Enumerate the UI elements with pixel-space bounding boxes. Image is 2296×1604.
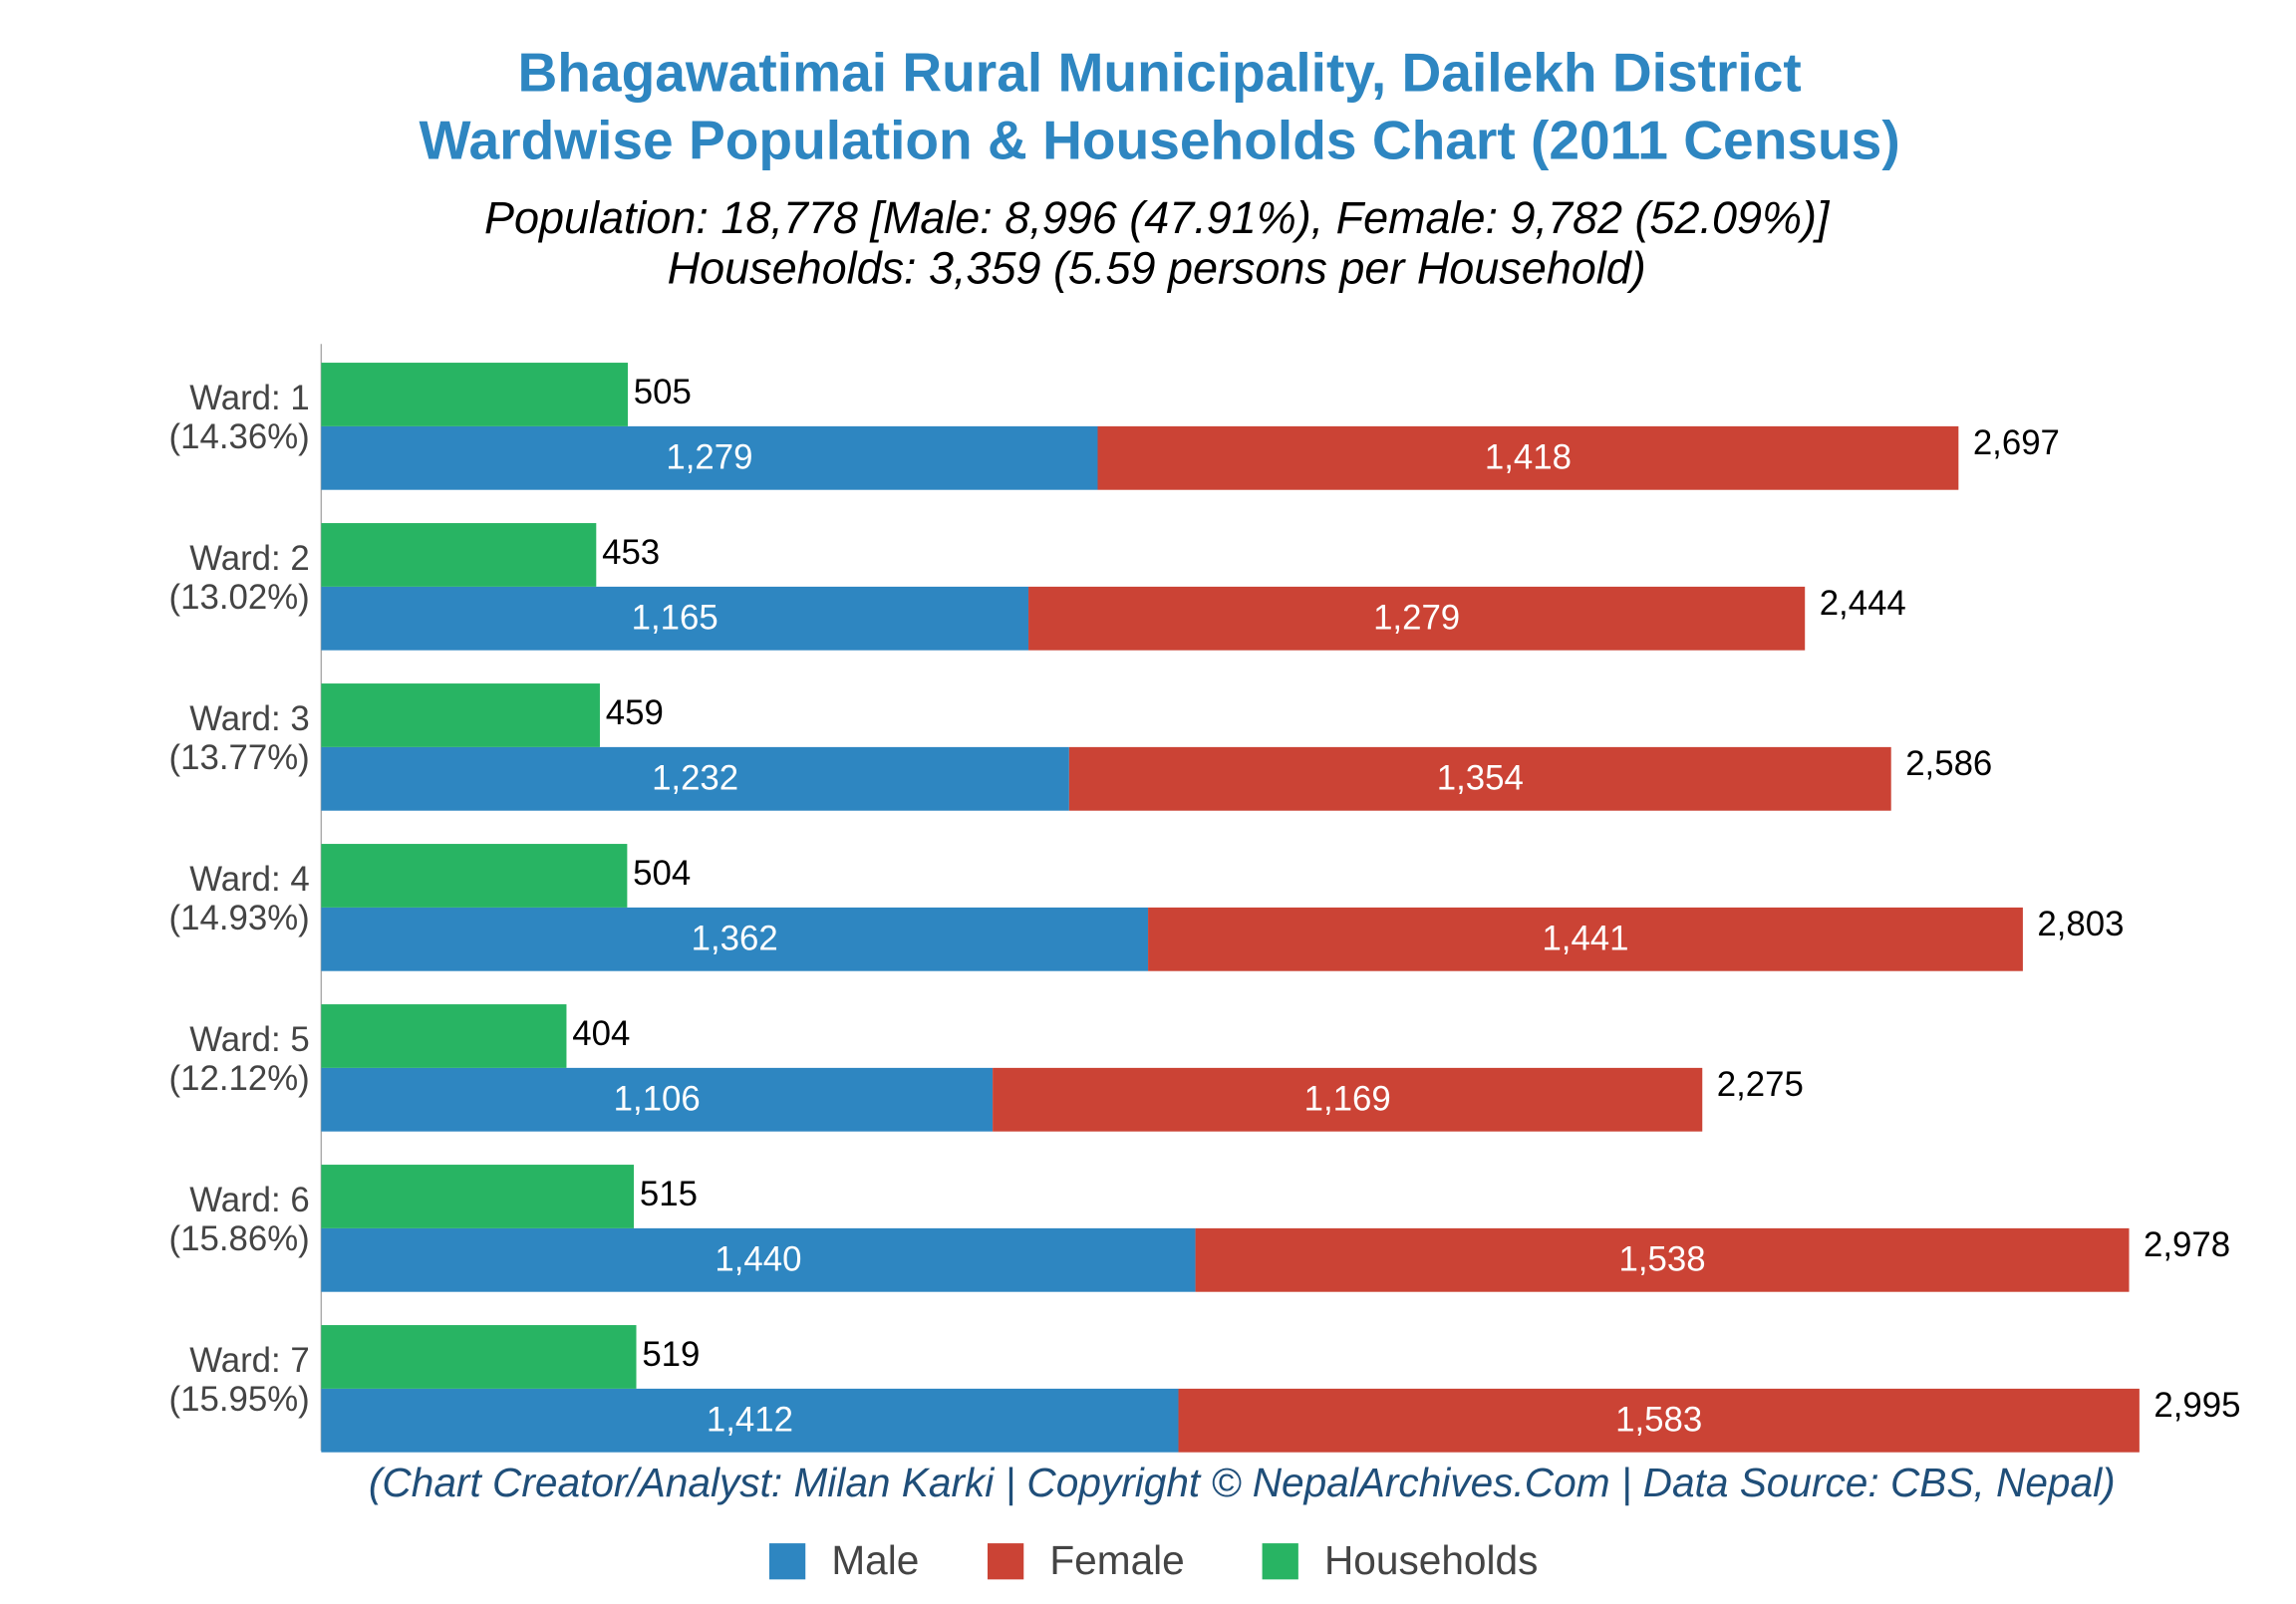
category-share: (15.86%) (169, 1219, 310, 1258)
bar (993, 1067, 1703, 1132)
caption: (Chart Creator/Analyst: Milan Karki | Co… (369, 1460, 2116, 1505)
category-share: (14.36%) (169, 417, 310, 456)
bar (1195, 1227, 2130, 1292)
legend-swatch (988, 1543, 1024, 1580)
bar (321, 683, 600, 747)
category-label: Ward: 1 (189, 379, 310, 417)
category-share: (14.93%) (169, 899, 310, 937)
bar (1068, 746, 1891, 811)
bar (1097, 425, 1959, 490)
category-label: Ward: 3 (189, 699, 310, 738)
value-label: 504 (633, 854, 691, 893)
value-label: 505 (634, 373, 692, 411)
bar (321, 1227, 1196, 1292)
value-label: 519 (642, 1335, 700, 1374)
total-label: 2,803 (2037, 905, 2124, 943)
category-label: Ward: 7 (189, 1341, 310, 1380)
value-label: 1,354 (1437, 758, 1524, 797)
value-label: 1,169 (1304, 1079, 1391, 1118)
category-share: (15.95%) (169, 1380, 310, 1419)
value-label: 1,583 (1615, 1400, 1702, 1439)
chart-title: Wardwise Population & Households Chart (… (420, 110, 1900, 171)
bar (321, 1325, 637, 1389)
value-label: 453 (602, 533, 660, 572)
legend-label: Female (1049, 1537, 1184, 1583)
bar (321, 523, 597, 587)
value-label: 1,441 (1542, 919, 1628, 957)
value-label: 515 (640, 1175, 698, 1213)
bar (321, 586, 1029, 651)
bar (1148, 907, 2023, 971)
value-label: 1,440 (715, 1239, 801, 1278)
value-label: 1,279 (1373, 598, 1460, 637)
bar (321, 746, 1069, 811)
total-label: 2,995 (2153, 1386, 2240, 1425)
bar (1028, 586, 1806, 651)
chart-subtitle: Population: 18,778 [Male: 8,996 (47.91%)… (484, 192, 1831, 243)
value-label: 459 (606, 693, 664, 732)
category-share: (13.02%) (169, 578, 310, 617)
total-label: 2,275 (1717, 1065, 1804, 1104)
bar (321, 1388, 1179, 1453)
value-label: 1,165 (632, 598, 718, 637)
total-label: 2,586 (1905, 744, 1992, 783)
value-label: 1,279 (666, 437, 752, 476)
bar (321, 1165, 635, 1228)
value-label: 1,412 (707, 1400, 793, 1439)
bar (321, 907, 1149, 971)
value-label: 1,538 (1619, 1239, 1706, 1278)
value-label: 1,418 (1485, 437, 1572, 476)
total-label: 2,697 (1973, 423, 2060, 462)
bar (1178, 1388, 2140, 1453)
bar (321, 363, 628, 426)
legend-label: Households (1324, 1537, 1538, 1583)
category-label: Ward: 2 (189, 539, 310, 578)
legend-swatch (1262, 1543, 1298, 1580)
bar (321, 1004, 567, 1068)
category-label: Ward: 4 (189, 860, 310, 899)
legend-swatch (768, 1543, 806, 1580)
bar (321, 844, 628, 908)
category-label: Ward: 5 (189, 1020, 310, 1059)
chart-title: Bhagawatimai Rural Municipality, Dailekh… (517, 41, 1801, 103)
value-label: 1,232 (652, 758, 738, 797)
category-label: Ward: 6 (189, 1181, 310, 1219)
value-label: 1,106 (614, 1079, 701, 1118)
bar (321, 1067, 994, 1132)
legend-label: Male (831, 1537, 919, 1583)
bar (321, 425, 1098, 490)
value-label: 1,362 (692, 919, 778, 957)
total-label: 2,978 (2144, 1225, 2230, 1264)
value-label: 404 (572, 1014, 630, 1053)
category-share: (13.77%) (169, 738, 310, 777)
category-share: (12.12%) (169, 1059, 310, 1098)
total-label: 2,444 (1820, 584, 1906, 623)
chart-subtitle: Households: 3,359 (5.59 persons per Hous… (668, 243, 1646, 294)
